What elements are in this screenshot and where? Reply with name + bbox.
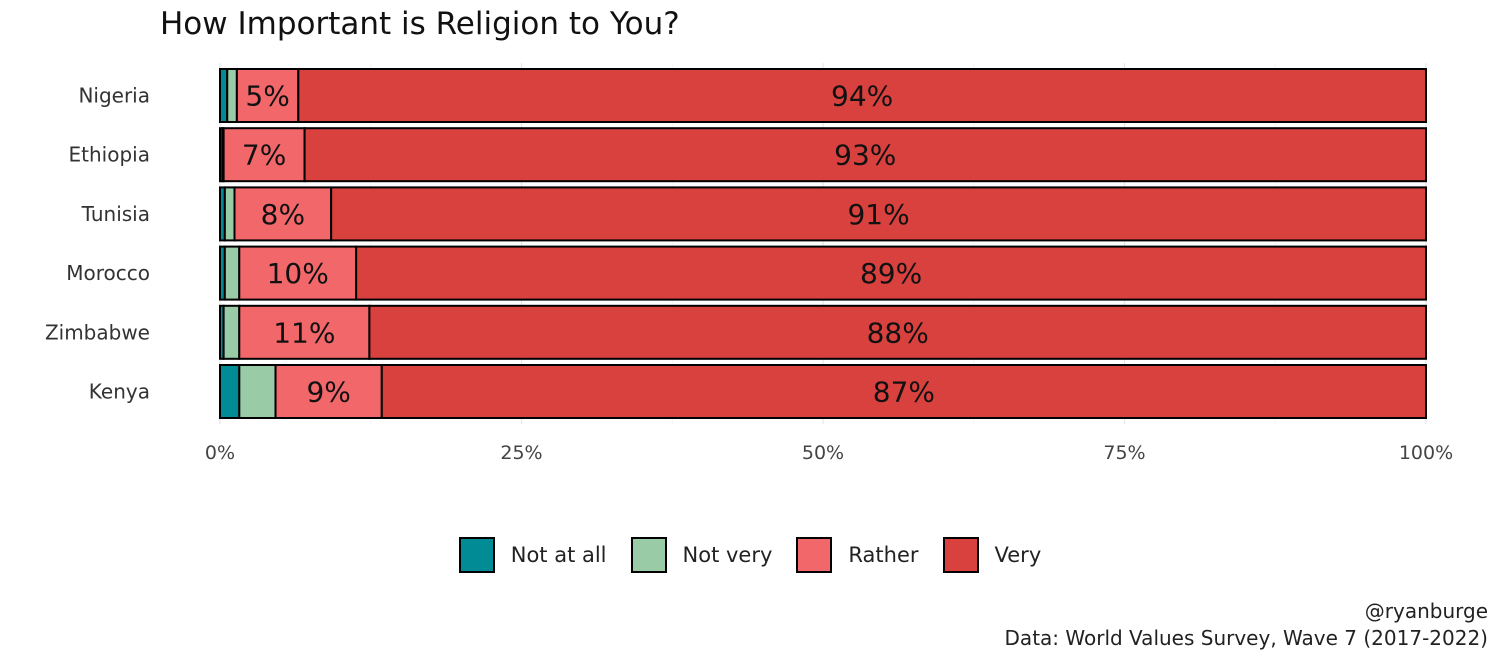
x-tick-label: 0% xyxy=(205,442,235,464)
x-axis-ticks: 0% 25% 50% 75% 100% xyxy=(205,442,1453,464)
gridlines xyxy=(219,63,1427,424)
category-label: Morocco xyxy=(66,261,150,285)
bar-segment xyxy=(297,68,1428,123)
bar-segment xyxy=(238,245,358,301)
x-tick-label: 25% xyxy=(500,442,542,464)
data-label: 8% xyxy=(261,198,305,231)
bar-segment xyxy=(223,245,241,301)
data-source: Data: World Values Survey, Wave 7 (2017-… xyxy=(1004,626,1488,650)
category-label: Nigeria xyxy=(78,84,150,108)
data-label: 88% xyxy=(867,316,929,349)
data-label: 87% xyxy=(873,376,935,409)
category-label: Tunisia xyxy=(81,202,150,226)
data-label: 5% xyxy=(245,80,289,113)
data-label: 7% xyxy=(242,139,286,172)
legend-swatch xyxy=(458,537,495,573)
legend-item: Not very xyxy=(630,537,773,573)
author-handle: @ryanburge xyxy=(1364,599,1488,623)
legend-swatch xyxy=(630,537,667,573)
category-labels: Nigeria Ethiopia Tunisia Morocco Zimbabwe Ken… xyxy=(45,84,150,404)
bar-chart: 5% 94% 7% 93% 8% 91% 10% 89% 11% 88% 9% 87% Nigeria… xyxy=(45,63,1453,464)
bar-segment xyxy=(330,186,1428,242)
bar-segment xyxy=(303,127,1427,183)
bar-segment xyxy=(223,186,236,242)
bar-segment xyxy=(274,364,383,419)
legend-label: Rather xyxy=(848,543,919,567)
data-label: 9% xyxy=(306,376,350,409)
x-tick-label: 100% xyxy=(1399,442,1453,464)
bar-segment xyxy=(219,364,241,419)
data-label: 94% xyxy=(831,80,893,113)
bar-segment xyxy=(238,364,277,419)
bar-segment xyxy=(235,68,300,123)
data-label: 93% xyxy=(834,139,896,172)
bar-segment xyxy=(226,68,238,123)
legend-swatch xyxy=(942,537,979,573)
bar-segment xyxy=(222,304,241,360)
data-label: 11% xyxy=(273,316,335,349)
x-tick-label: 75% xyxy=(1103,442,1145,464)
category-label: Ethiopia xyxy=(69,143,150,167)
category-label: Zimbabwe xyxy=(45,320,150,344)
bar-segment xyxy=(222,127,306,183)
category-label: Kenya xyxy=(89,380,150,404)
legend-label: Not at all xyxy=(510,543,607,567)
legend-item: Rather xyxy=(796,537,919,573)
legend-label: Very xyxy=(994,543,1042,567)
legend-swatch xyxy=(796,537,833,573)
bar-segment xyxy=(368,304,1427,360)
bar-segment xyxy=(380,364,1428,419)
x-tick-label: 50% xyxy=(802,442,844,464)
bar-segment xyxy=(355,245,1427,301)
bar-segment xyxy=(219,68,229,123)
legend: Not at all Not very Rather Very xyxy=(0,537,1500,573)
legend-item: Very xyxy=(942,537,1042,573)
bars: 5% 94% 7% 93% 8% 91% 10% 89% 11% 88% 9% 87% xyxy=(219,68,1428,419)
bar-segment xyxy=(233,186,333,242)
data-label: 10% xyxy=(267,257,329,290)
legend-label: Not very xyxy=(682,543,773,567)
legend-item: Not at all xyxy=(458,537,607,573)
data-label: 89% xyxy=(860,257,922,290)
chart-title: How Important is Religion to You? xyxy=(160,6,680,42)
data-label: 91% xyxy=(847,198,909,231)
